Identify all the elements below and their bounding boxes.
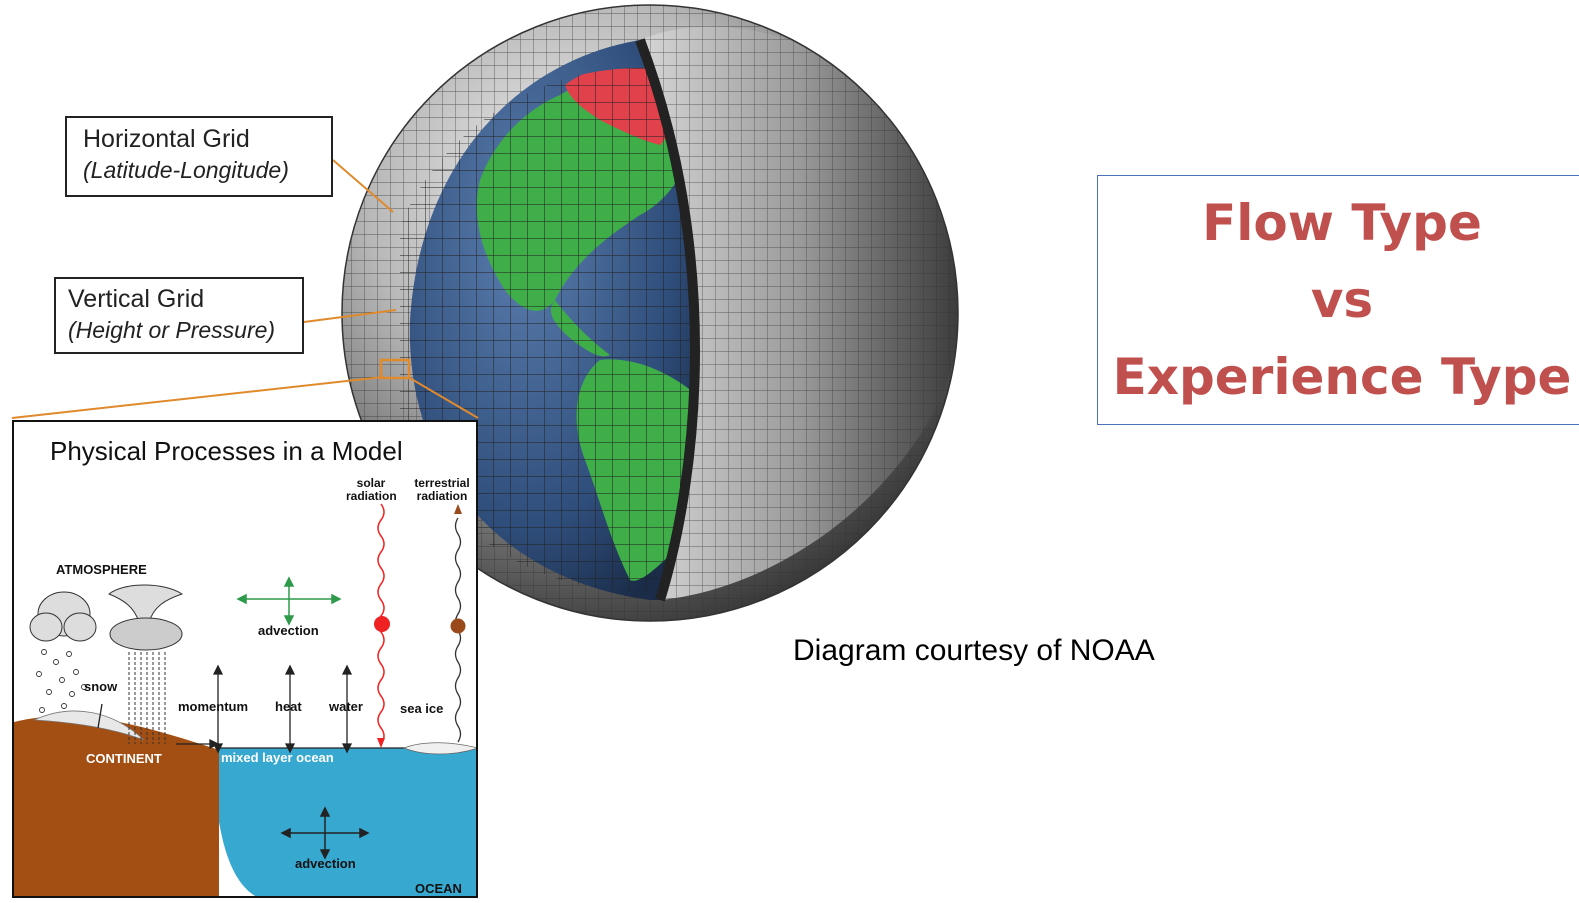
ocean-label: OCEAN	[415, 881, 462, 896]
storm-cloud-icon	[108, 584, 184, 651]
water-label: water	[329, 699, 363, 714]
sea-ice-label: sea ice	[400, 701, 444, 716]
horizontal-grid-label: Horizontal Grid (Latitude-Longitude)	[65, 116, 333, 197]
ocean-shape	[219, 748, 476, 896]
sea-ice-shape	[402, 742, 476, 755]
vertical-grid-title: Vertical Grid	[68, 285, 205, 313]
mixed-layer-label: mixed layer ocean	[221, 750, 334, 765]
title-box: Flow Type vs Experience Type	[1097, 175, 1579, 425]
leader-line-panel-left	[11, 376, 384, 419]
leader-line-panel-right	[407, 376, 479, 419]
flux-arrows	[97, 664, 353, 754]
credit-text: Diagram courtesy of NOAA	[793, 634, 1155, 667]
advection-ocean-arrows	[280, 806, 370, 860]
physical-processes-panel: Physical Processes in a Model solar radi…	[12, 420, 478, 898]
rain-lines	[128, 652, 166, 744]
title-line-2: vs	[1310, 270, 1374, 329]
processes-title: Physical Processes in a Model	[50, 436, 403, 466]
leader-line-vertical	[303, 309, 397, 323]
snowflakes	[36, 649, 87, 713]
solar-absorption-dot	[374, 616, 390, 632]
horizontal-grid-subtitle: (Latitude-Longitude)	[83, 157, 289, 183]
atmosphere-label: ATMOSPHERE	[56, 562, 147, 577]
snow-cover	[33, 710, 145, 741]
advection-air-arrows	[236, 576, 342, 626]
advection-air-label: advection	[258, 623, 319, 638]
momentum-label: momentum	[178, 699, 249, 714]
title-line-1: Flow Type	[1202, 193, 1482, 252]
continent-label: CONTINENT	[86, 751, 162, 766]
terrestrial-radiation-label: terrestrial radiation	[414, 476, 470, 503]
horizontal-grid-title: Horizontal Grid	[83, 125, 250, 153]
cut-edge	[635, 38, 700, 602]
snow-label: snow	[84, 679, 118, 694]
solar-radiation-label: solar radiation	[346, 476, 397, 503]
leader-line-horizontal	[332, 159, 394, 213]
continent-shape	[14, 716, 219, 896]
vertical-grid-subtitle: (Height or Pressure)	[68, 317, 276, 343]
highlight-cell	[379, 358, 411, 380]
vertical-grid-label: Vertical Grid (Height or Pressure)	[54, 277, 304, 354]
processes-drawing	[14, 503, 476, 896]
terrestrial-absorption-dot	[450, 618, 466, 634]
heat-label: heat	[275, 699, 302, 714]
title-line-3: Experience Type	[1112, 347, 1572, 406]
cloud-icon	[29, 591, 97, 642]
advection-ocean-label: advection	[295, 856, 356, 871]
